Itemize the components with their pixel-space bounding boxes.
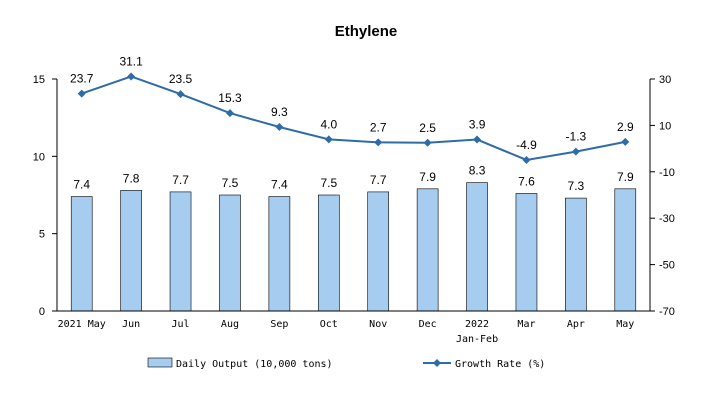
x-tick-label: Oct: [320, 319, 338, 330]
bar-value-label: 8.3: [469, 164, 486, 178]
x-tick-sublabel: Jan-Feb: [456, 334, 498, 345]
right-tick-label: -10: [659, 167, 675, 179]
x-tick-label: Apr: [567, 319, 585, 330]
growth-rate-label: -1.3: [566, 130, 587, 144]
x-tick-label: Sep: [270, 319, 288, 330]
bar-value-label: 7.4: [73, 178, 90, 192]
bar: [120, 190, 142, 312]
bar: [565, 197, 587, 312]
x-tick-label: Mar: [517, 319, 535, 330]
growth-rate-label: -4.9: [516, 138, 537, 152]
bar: [367, 191, 390, 312]
bar-series: 7.4 7.8 7.7 7.5 7.4 7.5 7.7 7.9 8.3 7.6 7.3 7.9: [70, 164, 637, 312]
x-tick-label: Jun: [122, 319, 140, 330]
growth-rate-label: 4.0: [320, 117, 337, 131]
legend-bar-swatch: [147, 357, 173, 368]
x-tick-label: 2022: [465, 319, 489, 330]
growth-rate-line: [81, 75, 626, 162]
growth-rate-label: 2.9: [617, 120, 634, 134]
bar-value-label: 7.9: [617, 170, 634, 184]
growth-rate-point: [621, 137, 630, 146]
growth-rate-label: 15.3: [218, 91, 242, 105]
bar: [515, 193, 538, 312]
growth-rate-label: 31.1: [119, 54, 143, 68]
growth-rate-label: 2.7: [370, 120, 387, 134]
x-tick-label: May: [616, 319, 634, 330]
growth-rate-point: [324, 135, 333, 144]
bar-value-label: 7.6: [518, 174, 535, 188]
growth-rate-label: 2.5: [419, 121, 436, 135]
right-tick-label: -70: [659, 306, 675, 318]
growth-rate-point: [423, 138, 432, 147]
legend-line-label: Growth Rate (%): [455, 359, 545, 370]
bar: [70, 196, 93, 312]
right-tick-label: 30: [659, 74, 671, 86]
x-tick-label: Aug: [221, 319, 239, 330]
growth-rate-point: [127, 72, 136, 81]
line-series: 23.7 31.1 23.5 15.3 9.3 4.0 2.7 2.5 3.9 -4.9 -1.3 2…: [70, 54, 634, 164]
axes: 0 5 10 15 -70 -50 -30 -10 10 30 2021 May Jun Jul Aug S…: [33, 74, 675, 345]
right-tick-label: 10: [659, 120, 671, 132]
x-tick-label: 2021 May: [58, 319, 106, 330]
left-tick-label: 10: [33, 151, 45, 163]
bar: [169, 191, 192, 312]
growth-rate-point: [275, 123, 284, 132]
bar-value-label: 7.5: [222, 176, 239, 190]
left-tick-label: 15: [33, 74, 45, 86]
x-tick-label: Jul: [172, 319, 190, 330]
growth-rate-point: [77, 89, 86, 98]
bar: [416, 188, 439, 312]
bar: [614, 188, 637, 312]
growth-rate-point: [473, 135, 482, 144]
left-tick-label: 0: [39, 306, 45, 318]
right-tick-label: -50: [659, 260, 675, 272]
legend-line-marker: [433, 359, 441, 367]
legend: Daily Output (10,000 tons) Growth Rate (%…: [147, 357, 545, 370]
growth-rate-label: 9.3: [271, 105, 288, 119]
left-tick-label: 5: [39, 229, 45, 241]
bar-value-label: 7.7: [370, 173, 387, 187]
growth-rate-label: 23.7: [70, 72, 94, 86]
growth-rate-point: [522, 155, 531, 164]
bar-value-label: 7.7: [172, 173, 189, 187]
bar-value-label: 7.3: [568, 179, 585, 193]
bar: [219, 194, 241, 312]
right-tick-label: -30: [659, 213, 675, 225]
bar-value-label: 7.8: [123, 171, 140, 185]
growth-rate-point: [571, 147, 580, 156]
x-tick-label: Nov: [369, 319, 387, 330]
legend-bar-label: Daily Output (10,000 tons): [176, 359, 333, 370]
bar: [317, 194, 340, 312]
growth-rate-label: 23.5: [169, 72, 193, 86]
x-tick-label: Dec: [419, 319, 437, 330]
bar: [466, 182, 488, 312]
growth-rate-point: [176, 90, 185, 99]
bar: [268, 196, 291, 312]
growth-rate-point: [374, 138, 383, 147]
bar-value-label: 7.4: [271, 178, 288, 192]
chart-title: Ethylene: [335, 23, 398, 40]
growth-rate-label: 3.9: [469, 118, 486, 132]
growth-rate-point: [225, 109, 234, 118]
bar-value-label: 7.5: [320, 176, 337, 190]
bar-value-label: 7.9: [419, 170, 436, 184]
